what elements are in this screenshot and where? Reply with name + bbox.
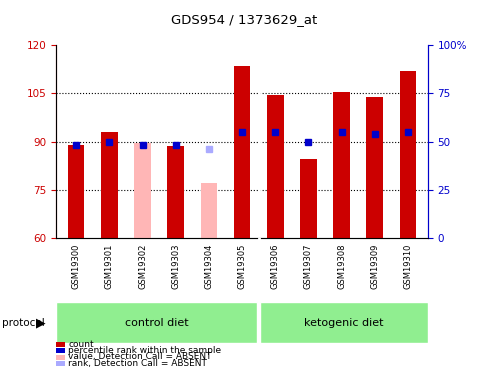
Bar <box>300 159 316 238</box>
Bar <box>167 146 183 238</box>
Text: ketogenic diet: ketogenic diet <box>304 318 383 327</box>
Text: GSM19309: GSM19309 <box>369 243 379 289</box>
Text: control diet: control diet <box>124 318 188 327</box>
Text: GSM19300: GSM19300 <box>72 243 81 289</box>
Text: GSM19308: GSM19308 <box>336 243 346 289</box>
Bar <box>134 143 150 238</box>
Text: rank, Detection Call = ABSENT: rank, Detection Call = ABSENT <box>68 359 207 368</box>
Bar <box>68 145 84 238</box>
Text: GSM19307: GSM19307 <box>304 243 312 289</box>
Text: GSM19310: GSM19310 <box>403 243 411 289</box>
Bar <box>233 66 250 238</box>
Text: GSM19302: GSM19302 <box>138 243 147 289</box>
Bar <box>266 95 283 238</box>
Text: protocol: protocol <box>2 318 45 327</box>
Text: GSM19304: GSM19304 <box>204 243 213 289</box>
Text: GSM19301: GSM19301 <box>104 243 114 289</box>
Text: GDS954 / 1373629_at: GDS954 / 1373629_at <box>171 13 317 26</box>
Bar <box>366 96 382 238</box>
Bar <box>101 132 118 238</box>
Text: percentile rank within the sample: percentile rank within the sample <box>68 346 221 355</box>
Text: GSM19306: GSM19306 <box>270 243 279 289</box>
Bar <box>333 92 349 238</box>
Bar <box>200 183 217 238</box>
Text: count: count <box>68 340 94 349</box>
Text: GSM19303: GSM19303 <box>171 243 180 289</box>
Bar <box>399 71 415 238</box>
Bar <box>56 302 257 343</box>
Text: GSM19305: GSM19305 <box>237 243 246 289</box>
Bar <box>260 302 427 343</box>
Text: ▶: ▶ <box>36 316 45 329</box>
Text: value, Detection Call = ABSENT: value, Detection Call = ABSENT <box>68 352 211 362</box>
